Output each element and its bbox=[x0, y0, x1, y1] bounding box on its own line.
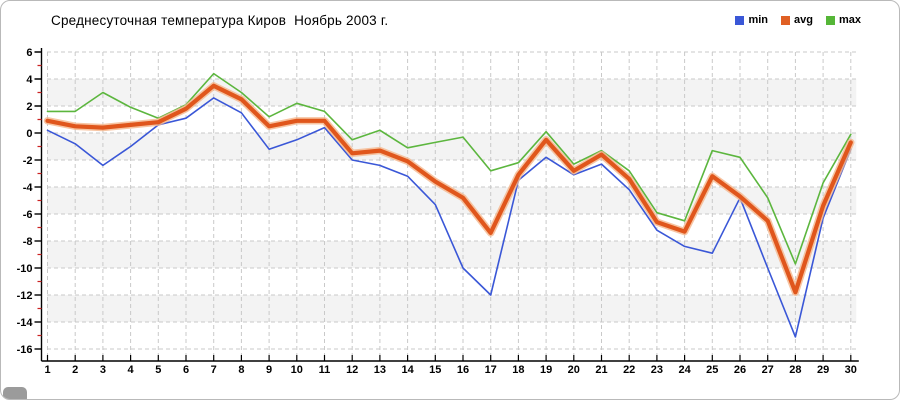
y-tick-label: -4 bbox=[23, 182, 34, 194]
x-tick-label: 21 bbox=[595, 364, 607, 376]
y-tick-label: -12 bbox=[17, 290, 33, 302]
x-tick-label: 22 bbox=[623, 364, 635, 376]
y-tick-label: 6 bbox=[26, 47, 32, 59]
x-tick-label: 11 bbox=[319, 364, 331, 376]
x-tick-label: 18 bbox=[512, 364, 524, 376]
legend-item-avg: avg bbox=[781, 14, 813, 26]
corner-handle bbox=[3, 387, 27, 399]
x-tick-label: 28 bbox=[789, 364, 801, 376]
x-tick-label: 29 bbox=[817, 364, 829, 376]
plot-band bbox=[47, 241, 857, 268]
y-tick-label: 2 bbox=[26, 101, 32, 113]
x-tick-label: 15 bbox=[429, 364, 441, 376]
legend-item-max: max bbox=[825, 14, 861, 26]
plot-band bbox=[47, 79, 857, 106]
plot-band bbox=[47, 133, 857, 160]
x-tick-label: 23 bbox=[651, 364, 663, 376]
x-tick-label: 4 bbox=[128, 364, 135, 376]
max-series-swatch-icon bbox=[825, 15, 835, 25]
x-tick-label: 10 bbox=[291, 364, 303, 376]
x-tick-label: 5 bbox=[155, 364, 161, 376]
x-tick-label: 25 bbox=[706, 364, 718, 376]
y-tick-label: -14 bbox=[17, 317, 34, 329]
x-tick-label: 30 bbox=[845, 364, 857, 376]
min-series-line bbox=[46, 97, 852, 338]
legend-label-avg: avg bbox=[794, 14, 813, 26]
x-tick-label: 17 bbox=[485, 364, 497, 376]
y-tick-label: -10 bbox=[17, 263, 33, 275]
x-tick-label: 27 bbox=[762, 364, 774, 376]
x-tick-label: 14 bbox=[401, 364, 414, 376]
x-tick-label: 13 bbox=[374, 364, 386, 376]
y-tick-label: -16 bbox=[17, 344, 33, 356]
chart-title: Среднесуточная температура Киров Ноябрь … bbox=[51, 13, 389, 28]
legend-item-min: min bbox=[735, 14, 768, 26]
avg-series-swatch-icon bbox=[781, 15, 790, 25]
x-tick-label: 6 bbox=[183, 364, 189, 376]
x-tick-label: 1 bbox=[44, 364, 50, 376]
x-tick-label: 19 bbox=[540, 364, 552, 376]
x-tick-label: 12 bbox=[346, 364, 358, 376]
x-tick-label: 8 bbox=[238, 364, 244, 376]
x-tick-label: 26 bbox=[734, 364, 746, 376]
plot-band bbox=[47, 295, 857, 322]
x-tick-label: 3 bbox=[100, 364, 106, 376]
legend: min avg max bbox=[735, 14, 861, 26]
avg-series-line bbox=[45, 83, 853, 295]
x-tick-label: 16 bbox=[457, 364, 469, 376]
x-tick-label: 9 bbox=[266, 364, 272, 376]
legend-label-max: max bbox=[838, 14, 861, 26]
y-tick-label: 4 bbox=[26, 74, 33, 86]
x-tick-label: 24 bbox=[678, 364, 691, 376]
legend-label-min: min bbox=[748, 14, 768, 26]
min-series-swatch-icon bbox=[735, 15, 745, 25]
x-tick-label: 7 bbox=[211, 364, 217, 376]
x-tick-label: 2 bbox=[72, 364, 78, 376]
x-tick-label: 20 bbox=[568, 364, 580, 376]
y-tick-label: -6 bbox=[23, 209, 33, 221]
y-tick-label: -8 bbox=[23, 236, 33, 248]
y-tick-label: -2 bbox=[23, 155, 33, 167]
y-tick-label: 0 bbox=[26, 128, 32, 140]
